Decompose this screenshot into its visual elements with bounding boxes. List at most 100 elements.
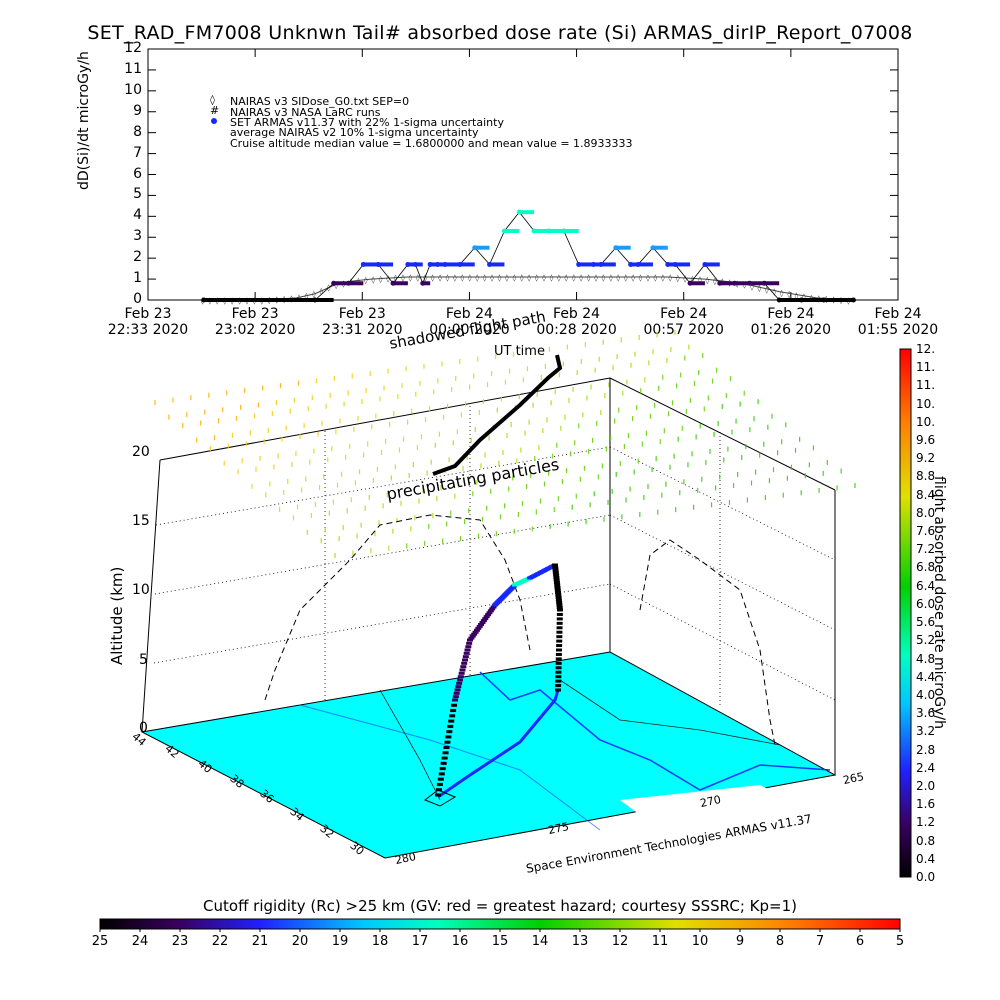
legend-symbol-hash: # <box>210 104 219 117</box>
rigidity-label: 25 <box>91 934 109 949</box>
nairas-point: ◊ <box>654 274 658 282</box>
armas-point <box>472 245 478 251</box>
dose-colorbar <box>899 348 912 878</box>
shadow-curve-right <box>639 539 776 746</box>
dose-colorbar-label: 7.2 <box>916 542 936 557</box>
rigidity-label: 13 <box>571 934 589 949</box>
rigidity-label: 20 <box>291 934 309 949</box>
map-border-2 <box>559 679 781 746</box>
armas-point <box>516 209 522 215</box>
armas-point <box>457 261 463 267</box>
x-tick-label: Feb 23 22:33 2020 <box>107 306 189 338</box>
dose-colorbar-label: 9.6 <box>916 433 936 448</box>
dose-rate-plot-frame <box>147 48 899 301</box>
dose-colorbar-label: 10. <box>916 396 936 411</box>
y-tick-label: 3 <box>133 228 142 245</box>
dose-colorbar-label: 0.0 <box>916 870 936 884</box>
y-tick-label: 8 <box>133 123 142 140</box>
nairas-point: ◊ <box>550 274 554 282</box>
nairas-point: ◊ <box>617 274 621 282</box>
map-coastline <box>299 704 601 831</box>
altitude-axis-label: Altitude (km) <box>108 566 126 665</box>
nairas-point: ◊ <box>416 274 420 282</box>
nairas-point: ◊ <box>631 274 635 282</box>
x-tick-label: Feb 23 23:31 2020 <box>322 306 403 338</box>
map-border-1 <box>379 689 441 801</box>
nairas-point: ◊ <box>579 274 583 282</box>
y-tick-label: 9 <box>133 102 142 119</box>
rigidity-label: 6 <box>855 934 865 949</box>
y-tick-label: 1 <box>133 270 142 287</box>
armas-point <box>687 280 693 286</box>
dose-colorbar-label: 4.4 <box>916 669 936 684</box>
nairas-point: ◊ <box>320 287 324 295</box>
rigidity-label: 8 <box>775 934 785 949</box>
dose-colorbar-label: 1.2 <box>916 815 936 830</box>
dose-colorbar-label: 11. <box>916 378 936 393</box>
rigidity-label: 19 <box>331 934 349 949</box>
dose-colorbar-label: 2.4 <box>916 760 936 775</box>
nairas-point: ◊ <box>490 274 494 282</box>
nairas-point: ◊ <box>446 274 450 282</box>
nairas-point: ◊ <box>802 293 806 301</box>
nairas-point: ◊ <box>765 286 769 294</box>
ground-track <box>437 689 560 799</box>
nairas-point: ◊ <box>609 274 613 282</box>
nairas-point: ◊ <box>780 289 784 297</box>
nairas-point: ◊ <box>557 274 561 282</box>
armas-point <box>850 297 856 303</box>
y-tick-label: 0 <box>133 291 142 307</box>
rigidity-label: 15 <box>491 934 509 949</box>
nairas-point: ◊ <box>683 275 687 283</box>
armas-point <box>412 261 418 267</box>
nairas-point: ◊ <box>498 274 502 282</box>
dose-colorbar-label: 11. <box>916 360 936 375</box>
armas-point <box>546 228 552 234</box>
rigidity-label: 23 <box>171 934 189 949</box>
rigidity-ticks <box>99 929 901 932</box>
dose-colorbar-label: 6.4 <box>916 578 936 593</box>
legend-entry-nairas-v3: NAIRAS v3 SIDose_G0.txt SEP=0 <box>230 95 410 108</box>
y-tick-label: 2 <box>133 249 142 266</box>
armas-point <box>672 261 678 267</box>
left-wall-edge <box>141 459 161 733</box>
nairas-point: ◊ <box>305 292 309 300</box>
precipitating-particles-cloud <box>154 330 856 558</box>
y-tick-label: 5 <box>133 186 142 203</box>
nairas-point: ◊ <box>787 291 791 299</box>
nairas-point: ◊ <box>527 274 531 282</box>
rigidity-label: 5 <box>895 934 905 949</box>
nairas-point: ◊ <box>505 274 509 282</box>
rigidity-label: 22 <box>211 934 229 949</box>
x-tick-label: Feb 24 00:28 2020 <box>536 306 617 338</box>
rigidity-label: 11 <box>651 934 669 949</box>
dose-colorbar-label: 8.8 <box>916 469 936 484</box>
nairas-point: ◊ <box>312 291 316 299</box>
flight-path-3d <box>435 563 563 797</box>
map-water-region <box>620 785 790 830</box>
rigidity-label: 12 <box>611 934 629 949</box>
armas-point <box>345 280 351 286</box>
dose-colorbar-label: 7.6 <box>916 524 936 539</box>
nairas-point: ◊ <box>624 274 628 282</box>
armas-point <box>628 261 634 267</box>
nairas-point: ◊ <box>520 274 524 282</box>
nairas-point: ◊ <box>669 274 673 282</box>
armas-point <box>331 280 337 286</box>
map-river <box>479 671 831 791</box>
nairas-point: ◊ <box>513 274 517 282</box>
armas-point <box>201 297 207 303</box>
armas-point <box>776 297 782 303</box>
dose-colorbar-label: 4.8 <box>916 651 936 666</box>
nairas-point: ◊ <box>394 275 398 283</box>
dose-colorbar-label: 3.2 <box>916 724 936 739</box>
nairas-point: ◊ <box>401 274 405 282</box>
dose-colorbar-label: 10. <box>916 414 936 429</box>
armas-point <box>312 297 318 303</box>
nairas-point: ◊ <box>409 274 413 282</box>
dose-colorbar-title: flight absorbed dose rate microGy/h <box>931 476 947 729</box>
legend-entry-nairas-v2: average NAIRAS v2 10% 1-sigma uncertaint… <box>230 126 479 139</box>
armas-point <box>650 245 656 251</box>
time-x-axis-label: UT time <box>494 344 545 359</box>
